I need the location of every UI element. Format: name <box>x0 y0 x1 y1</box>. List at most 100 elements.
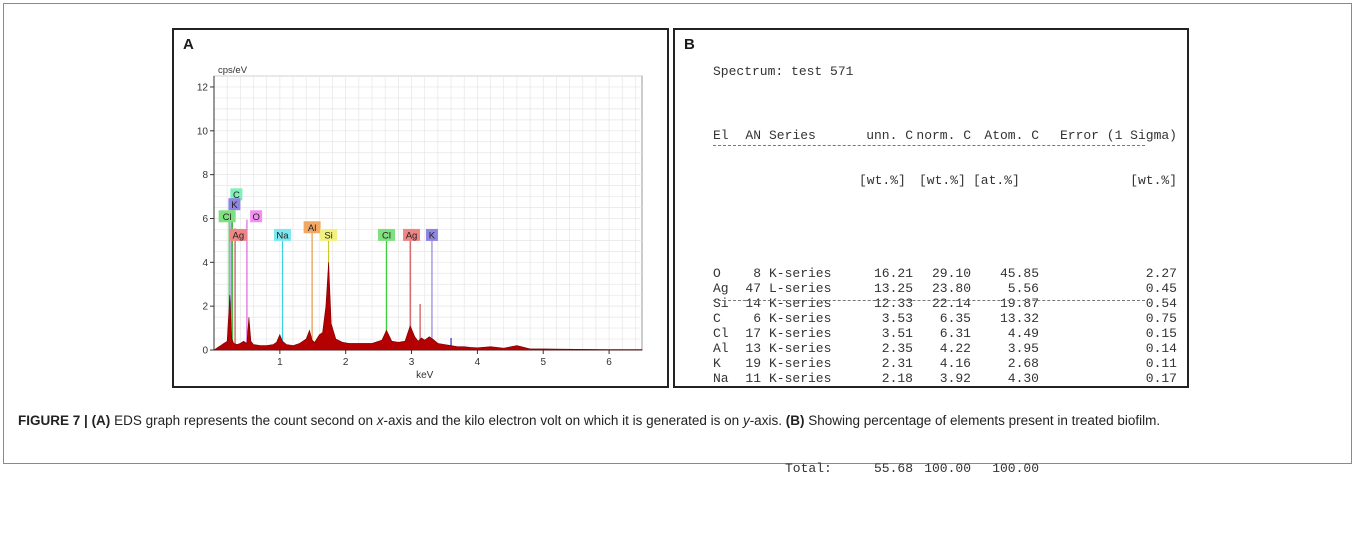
cell-unn: 3.51 <box>881 326 913 341</box>
y-axis-label: cps/eV <box>218 65 248 76</box>
table-row: O 8 K-series 16.21 29.10 45.85 2.27 <box>713 266 1183 281</box>
cell-an: 6 <box>753 311 761 326</box>
header-norm-c: norm. C <box>916 128 971 143</box>
element-label-box <box>378 228 396 241</box>
header-atom-c: Atom. C <box>984 128 1039 143</box>
cell-an: 8 <box>753 266 761 281</box>
table-row: Ag 47 L-series 13.25 23.80 5.56 0.45 <box>713 281 1183 296</box>
cell-unn: 3.53 <box>881 311 913 326</box>
cell-series: K-series <box>769 326 832 341</box>
cell-el: Ag <box>713 281 729 296</box>
y-tick-label: 12 <box>197 82 209 93</box>
cell-atom: 2.68 <box>1007 356 1039 371</box>
table-row: Na 11 K-series 2.18 3.92 4.30 0.17 <box>713 371 1183 386</box>
cell-series: K-series <box>769 311 832 326</box>
cell-el: Si <box>713 296 729 311</box>
cell-el: K <box>713 356 721 371</box>
cell-atom: 3.95 <box>1007 341 1039 356</box>
cell-an: 19 <box>745 356 761 371</box>
spectrum-title: Spectrum: test 571 <box>713 64 854 79</box>
element-label-box <box>403 228 421 241</box>
cell-an: 11 <box>745 371 761 386</box>
element-label: K <box>429 231 436 242</box>
element-label-box <box>303 221 321 234</box>
caption-part-a-text-3: -axis. <box>749 413 786 428</box>
x-tick-label: 5 <box>540 357 546 368</box>
x-axis-label: keV <box>416 370 434 381</box>
y-tick-label: 8 <box>202 170 208 181</box>
cell-unn: 13.25 <box>873 281 913 296</box>
table-row: Al 13 K-series 2.35 4.22 3.95 0.14 <box>713 341 1183 356</box>
cell-series: K-series <box>769 341 832 356</box>
unit-unn-c: [wt.%] <box>859 173 906 188</box>
element-label: K <box>231 200 238 211</box>
element-label: C <box>233 190 240 201</box>
element-label: Si <box>324 231 332 242</box>
x-tick-label: 6 <box>606 357 612 368</box>
cell-unn: 12.33 <box>873 296 913 311</box>
element-label-box <box>320 228 338 241</box>
table-row: C 6 K-series 3.53 6.35 13.32 0.75 <box>713 311 1183 326</box>
caption-part-a-text-2: -axis and the kilo electron volt on whic… <box>383 413 743 428</box>
caption-figure-label: FIGURE 7 | <box>18 413 88 428</box>
plot-area <box>213 75 643 351</box>
cell-err: 0.75 <box>1145 311 1177 326</box>
element-label: Ag <box>406 231 418 242</box>
panel-a-letter: A <box>183 36 194 53</box>
header-el: El <box>713 128 729 143</box>
cell-series: K-series <box>769 266 832 281</box>
unit-norm-c: [wt.%] <box>919 173 966 188</box>
cell-norm: 22.14 <box>931 296 971 311</box>
y-tick-label: 0 <box>202 346 208 357</box>
cell-unn: 2.35 <box>881 341 913 356</box>
y-tick-label: 10 <box>197 126 209 137</box>
element-label: Al <box>308 223 316 234</box>
figure-caption: FIGURE 7 | (A) EDS graph represents the … <box>18 411 1338 430</box>
cell-unn: 16.21 <box>873 266 913 281</box>
unit-error: [wt.%] <box>1130 173 1177 188</box>
cell-an: 47 <box>745 281 761 296</box>
element-label: Ag <box>233 231 245 242</box>
cell-an: 17 <box>745 326 761 341</box>
element-label: Cl <box>382 231 391 242</box>
caption-x-axis: x <box>376 413 384 428</box>
caption-part-b-text: Showing percentage of elements present i… <box>804 413 1161 428</box>
table-divider-top <box>713 145 1145 146</box>
cell-norm: 4.16 <box>939 356 971 371</box>
cell-norm: 3.92 <box>939 371 971 386</box>
element-label-box <box>425 228 438 241</box>
cell-el: Na <box>713 371 729 386</box>
cell-el: C <box>713 311 721 326</box>
cell-unn: 2.18 <box>881 371 913 386</box>
cell-series: K-series <box>769 371 832 386</box>
cell-series: K-series <box>769 296 832 311</box>
cell-err: 0.17 <box>1145 371 1177 386</box>
cell-el: Cl <box>713 326 729 341</box>
cell-err: 0.11 <box>1145 356 1177 371</box>
figure-frame: 1 2 3 4 5 6 0 2 4 6 8 10 12 cps/eV keV C K Cl O Ag Na Al Si Cl A… <box>3 3 1352 476</box>
element-label-box <box>273 228 291 241</box>
cell-err: 2.27 <box>1145 266 1177 281</box>
unit-atom-c: [at.%] <box>973 173 1020 188</box>
element-table: El AN Series unn. C norm. C Atom. C Erro… <box>713 98 1183 506</box>
element-label: Cl <box>223 212 232 223</box>
header-error: Error (1 Sigma) <box>1059 128 1177 143</box>
table-row: Cl 17 K-series 3.51 6.31 4.49 0.15 <box>713 326 1183 341</box>
cell-norm: 23.80 <box>931 281 971 296</box>
table-row: K 19 K-series 2.31 4.16 2.68 0.11 <box>713 356 1183 371</box>
spectrum-area <box>213 262 643 351</box>
element-label-box <box>218 210 236 223</box>
element-label: O <box>252 212 259 223</box>
cell-series: K-series <box>769 356 832 371</box>
element-label-box <box>228 198 241 211</box>
cell-an: 14 <box>745 296 761 311</box>
header-an: AN <box>745 128 761 143</box>
table-divider-bottom <box>713 300 1145 301</box>
cell-err: 0.14 <box>1145 341 1177 356</box>
header-spacer <box>713 218 1183 236</box>
cell-atom: 19.87 <box>999 296 1039 311</box>
table-body: O 8 K-series 16.21 29.10 45.85 2.27 Ag 47 L-serie… <box>713 266 1183 386</box>
x-tick-label: 4 <box>475 357 481 368</box>
caption-part-b-label: (B) <box>785 413 805 428</box>
